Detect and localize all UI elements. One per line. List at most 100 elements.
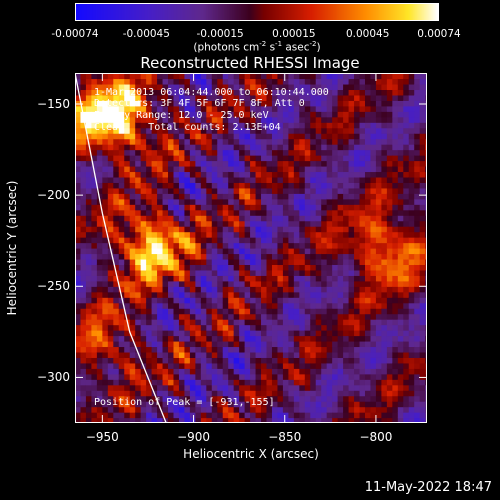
heatmap-cell bbox=[162, 215, 169, 222]
heatmap-cell bbox=[304, 83, 311, 91]
heatmap-cell bbox=[244, 297, 251, 304]
heatmap-cell bbox=[146, 176, 153, 183]
heatmap-cell bbox=[85, 89, 93, 96]
heatmap-cell bbox=[375, 362, 382, 369]
heatmap-cell bbox=[140, 204, 147, 211]
heatmap-cell bbox=[299, 231, 306, 238]
heatmap-cell bbox=[337, 346, 344, 353]
heatmap-cell bbox=[408, 105, 415, 112]
heatmap-cell bbox=[146, 78, 153, 85]
heatmap-cell bbox=[129, 89, 136, 96]
heatmap-cell bbox=[233, 149, 240, 156]
heatmap-cell bbox=[332, 209, 339, 216]
heatmap-cell bbox=[370, 357, 377, 364]
heatmap-cell bbox=[233, 390, 240, 397]
heatmap-cell bbox=[337, 100, 344, 107]
heatmap-cell bbox=[354, 133, 361, 140]
heatmap-cell bbox=[261, 122, 268, 129]
heatmap-cell bbox=[173, 193, 180, 200]
heatmap-cell bbox=[75, 351, 82, 358]
heatmap-cell bbox=[244, 220, 251, 227]
heatmap-cell bbox=[255, 78, 262, 85]
heatmap-cell bbox=[113, 182, 120, 189]
heatmap-cell bbox=[124, 193, 131, 200]
heatmap-cell bbox=[250, 330, 257, 337]
heatmap-cell bbox=[375, 335, 382, 342]
heatmap-cell bbox=[96, 83, 103, 91]
heatmap-cell bbox=[239, 165, 246, 173]
heatmap-cell bbox=[135, 248, 142, 255]
heatmap-cell bbox=[370, 395, 377, 402]
heatmap-cell bbox=[96, 127, 103, 134]
heatmap-cell bbox=[381, 324, 388, 331]
heatmap-cell bbox=[261, 242, 268, 249]
heatmap-cell bbox=[222, 133, 229, 140]
heatmap-cell bbox=[414, 165, 421, 173]
heatmap-cell bbox=[250, 193, 257, 200]
heatmap-cell bbox=[403, 215, 410, 222]
heatmap-cell bbox=[304, 258, 311, 266]
x-tick-label: −900 bbox=[177, 430, 211, 444]
heatmap-cell bbox=[392, 258, 399, 266]
heatmap-cell bbox=[310, 275, 317, 282]
heatmap-cell bbox=[397, 313, 404, 320]
heatmap-cell bbox=[310, 264, 317, 271]
heatmap-cell bbox=[310, 105, 317, 112]
heatmap-cell bbox=[173, 89, 180, 96]
heatmap-cell bbox=[403, 149, 410, 156]
heatmap-cell bbox=[414, 248, 421, 255]
heatmap-cell bbox=[261, 171, 268, 178]
heatmap-cell bbox=[206, 330, 213, 337]
heatmap-cell bbox=[408, 417, 415, 423]
heatmap-cell bbox=[206, 165, 213, 173]
heatmap-cell bbox=[414, 340, 421, 348]
heatmap-cell bbox=[392, 165, 399, 173]
heatmap-cell bbox=[293, 155, 300, 162]
heatmap-cell bbox=[85, 357, 93, 364]
heatmap-cell bbox=[375, 390, 382, 397]
heatmap-cell bbox=[364, 215, 372, 222]
heatmap-cell bbox=[397, 351, 404, 358]
heatmap-cell bbox=[392, 248, 399, 255]
heatmap-cell bbox=[239, 286, 246, 293]
heatmap-cell bbox=[386, 155, 393, 162]
heatmap-cell bbox=[184, 362, 191, 369]
heatmap-cell bbox=[337, 176, 344, 183]
heatmap-cell bbox=[233, 105, 240, 112]
heatmap-cell bbox=[151, 209, 158, 216]
heatmap-cell bbox=[140, 401, 147, 408]
heatmap-cell bbox=[206, 373, 213, 380]
heatmap-cell bbox=[189, 302, 196, 309]
heatmap-cell bbox=[414, 127, 421, 134]
heatmap-cell bbox=[91, 340, 98, 348]
heatmap-cell bbox=[102, 111, 109, 118]
heatmap-cell bbox=[337, 264, 344, 271]
heatmap-cell bbox=[299, 308, 306, 315]
heatmap-cell bbox=[266, 308, 273, 315]
heatmap-cell bbox=[250, 324, 257, 331]
heatmap-cell bbox=[200, 390, 207, 397]
heatmap-cell bbox=[162, 357, 169, 364]
heatmap-cell bbox=[299, 401, 306, 408]
heatmap-cell bbox=[135, 297, 142, 304]
heatmap-cell bbox=[206, 340, 213, 348]
heatmap-cell bbox=[419, 368, 426, 375]
heatmap-cell bbox=[277, 155, 284, 162]
heatmap-cell bbox=[140, 171, 147, 178]
heatmap-cell bbox=[403, 302, 410, 309]
heatmap-cell bbox=[211, 395, 218, 402]
heatmap-cell bbox=[419, 231, 426, 238]
heatmap-cell bbox=[321, 226, 328, 233]
heatmap-cell bbox=[261, 340, 268, 348]
heatmap-cell bbox=[151, 346, 158, 353]
heatmap-cell bbox=[129, 144, 136, 151]
heatmap-cell bbox=[140, 291, 147, 298]
heatmap-cell bbox=[118, 149, 125, 156]
heatmap-cell bbox=[288, 357, 295, 364]
heatmap-cell bbox=[85, 198, 93, 205]
heatmap-cell bbox=[80, 346, 87, 353]
heatmap-cell bbox=[354, 171, 361, 178]
heatmap-cell bbox=[364, 78, 372, 85]
heatmap-cell bbox=[146, 122, 153, 129]
heatmap-cell bbox=[195, 324, 202, 331]
